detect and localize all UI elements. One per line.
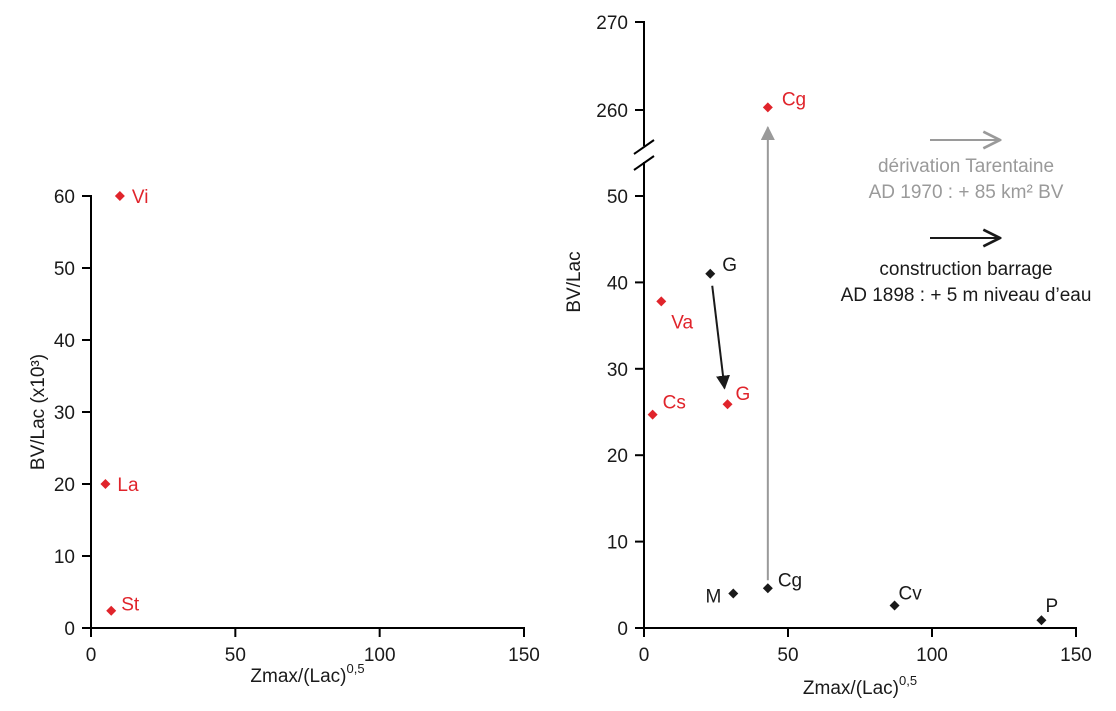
right-x-axis-title-main: Zmax/(Lac) (803, 678, 899, 699)
right-y-tick-label: 30 (607, 360, 628, 381)
data-point (1036, 615, 1047, 626)
right-x-tick-label: 150 (1060, 645, 1092, 666)
left-x-tick-label: 0 (86, 645, 97, 666)
data-point-label: P (1045, 596, 1058, 617)
left-x-axis-title-sup: 0,5 (347, 661, 365, 676)
data-point-label: La (117, 475, 139, 496)
data-point-label: M (705, 586, 721, 607)
data-point-label: Cv (899, 584, 923, 605)
data-point-label: G (722, 255, 737, 276)
axis-break-mark (633, 139, 655, 155)
data-point-label: Cg (782, 89, 806, 110)
right-y-tick-label: 10 (607, 533, 628, 554)
right-y-tick-label: 270 (596, 13, 628, 34)
right-x-tick-label: 50 (777, 645, 798, 666)
data-point (106, 605, 117, 616)
data-point-label: Cs (663, 393, 686, 414)
legend-text-line: AD 1970 : + 85 km² BV (869, 182, 1064, 203)
data-point (889, 600, 900, 611)
right-y-tick-label: 40 (607, 273, 628, 294)
data-point (705, 268, 716, 279)
left-y-tick-label: 0 (64, 619, 75, 640)
right-x-axis-title: Zmax/(Lac)0,5 (803, 673, 917, 699)
right-y-tick-label: 0 (617, 619, 628, 640)
left-x-tick-label: 150 (508, 645, 540, 666)
data-point-label: G (736, 384, 751, 405)
data-point (762, 102, 773, 113)
legend-text-line: construction barrage (879, 259, 1052, 280)
data-point-label: St (121, 595, 140, 616)
left-y-tick-label: 30 (54, 403, 75, 424)
right-x-tick-label: 100 (916, 645, 948, 666)
data-point (728, 588, 739, 599)
data-point-label: Vi (132, 187, 149, 208)
axis-break-mark (633, 155, 655, 171)
data-point (722, 399, 733, 410)
data-point (647, 409, 658, 420)
left-scatter-chart: 0 50 100 150 0 10 20 30 40 50 60 Zmax/(Lac)0,5 BV/La… (28, 187, 540, 687)
data-point (656, 296, 667, 307)
legend-text-line: AD 1898 : + 5 m niveau d’eau (841, 285, 1092, 306)
left-x-axis-title-main: Zmax/(Lac) (250, 666, 346, 687)
data-point-label: Cg (778, 570, 802, 591)
left-y-tick-label: 50 (54, 259, 75, 280)
left-y-tick-label: 40 (54, 331, 75, 352)
right-x-axis-title-sup: 0,5 (899, 673, 917, 688)
left-x-axis-title: Zmax/(Lac)0,5 (250, 661, 364, 687)
right-y-tick-label: 50 (607, 187, 628, 208)
left-y-tick-label: 60 (54, 187, 75, 208)
left-x-tick-label: 100 (364, 645, 396, 666)
barrage-arrow (711, 285, 730, 390)
data-point-label: Va (671, 312, 693, 333)
right-y-axis-title: BV/Lac (564, 251, 585, 312)
right-y-tick-label: 20 (607, 446, 628, 467)
right-x-tick-label: 0 (639, 645, 650, 666)
right-y-tick-label: 260 (596, 101, 628, 122)
data-point (114, 191, 125, 201)
legend-text-line: dérivation Tarentaine (878, 156, 1054, 177)
data-point (762, 583, 773, 594)
left-x-tick-label: 50 (225, 645, 246, 666)
left-y-tick-label: 20 (54, 475, 75, 496)
right-scatter-chart: 0 50 100 150 0 10 20 30 40 50 260 270 Zmax/(Lac)0,5 B… (564, 13, 1092, 699)
left-y-tick-label: 10 (54, 547, 75, 568)
left-y-axis-title: BV/Lac (x10³) (28, 354, 49, 470)
data-point (100, 479, 111, 489)
